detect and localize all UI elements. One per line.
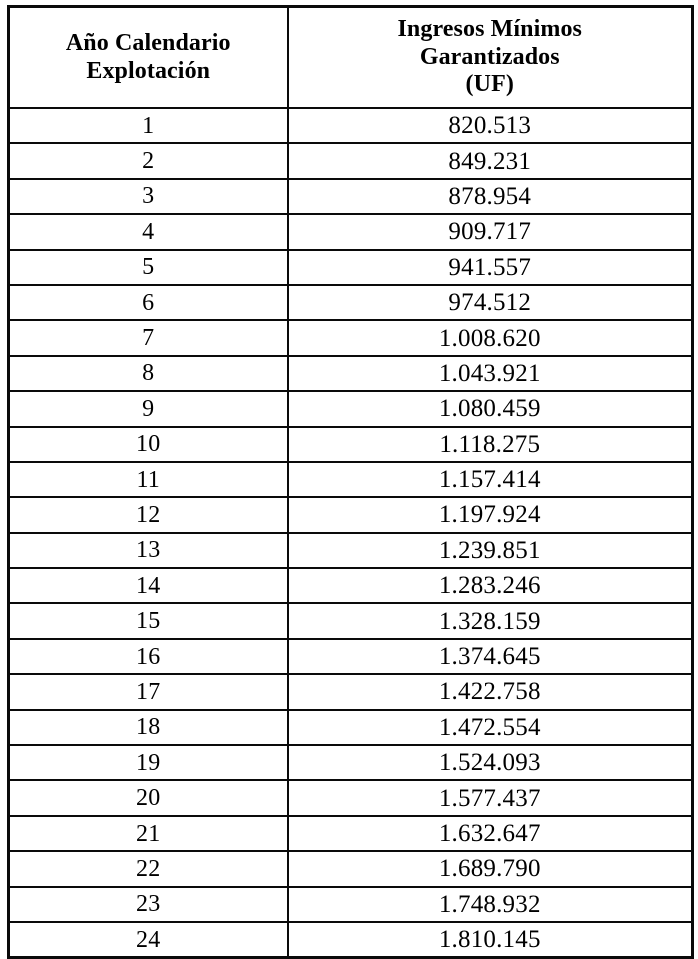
cell-ingreso-minimo-garantizado: 1.197.924 [286,496,694,534]
table-row: 13 1.239.851 [7,531,694,570]
cell-ingreso-minimo-garantizado: 1.080.459 [286,390,694,428]
cell-year: 19 [7,744,289,782]
table-row: 2 849.231 [7,142,694,180]
table-row: 16 1.374.645 [7,637,694,676]
cell-year: 20 [7,779,289,817]
cell-year: 12 [7,496,289,534]
cell-year: 21 [7,814,289,853]
cell-ingreso-minimo-garantizado: 1.472.554 [286,708,694,747]
table-row: 23 1.748.932 [7,885,694,923]
header-row: Año Calendario Explotación Ingresos Míni… [7,5,694,109]
cell-ingreso-minimo-garantizado: 1.118.275 [286,425,694,463]
cell-ingreso-minimo-garantizado: 1.043.921 [286,354,694,393]
table-row: 14 1.283.246 [7,567,694,605]
header-year-line-1: Año Calendario [65,29,231,56]
cell-ingreso-minimo-garantizado: 1.283.246 [286,567,694,605]
cell-ingreso-minimo-garantizado: 1.157.414 [286,460,694,499]
cell-ingreso-minimo-garantizado: 820.513 [286,106,694,145]
table-row: 15 1.328.159 [7,602,694,640]
table-row: 22 1.689.790 [7,850,694,888]
table-body: 1 820.513 2 849.231 3 878.954 4 909.717 5 941.557… [7,106,694,959]
table-row: 7 1.008.620 [7,319,694,357]
header-value-line-1: Ingresos Mínimos [397,15,582,42]
table-row: 18 1.472.554 [7,708,694,747]
cell-ingreso-minimo-garantizado: 1.524.093 [286,744,694,782]
cell-year: 24 [7,920,289,959]
header-value-line-3: (UF) [465,71,514,98]
cell-year: 11 [7,460,289,499]
cell-year: 17 [7,673,289,711]
cell-ingreso-minimo-garantizado: 974.512 [286,283,694,322]
table-row: 21 1.632.647 [7,814,694,853]
cell-ingreso-minimo-garantizado: 849.231 [286,142,694,180]
header-cell-year: Año Calendario Explotación [7,5,289,109]
table-container: Año Calendario Explotación Ingresos Míni… [7,5,694,959]
cell-ingreso-minimo-garantizado: 909.717 [286,213,694,251]
cell-ingreso-minimo-garantizado: 1.374.645 [286,637,694,676]
cell-year: 16 [7,637,289,676]
table-row: 20 1.577.437 [7,779,694,817]
table-row: 24 1.810.145 [7,920,694,959]
cell-year: 1 [7,106,289,145]
table-row: 1 820.513 [7,106,694,145]
table-row: 3 878.954 [7,177,694,216]
cell-year: 5 [7,248,289,286]
cell-year: 22 [7,850,289,888]
table-row: 6 974.512 [7,283,694,322]
table-row: 10 1.118.275 [7,425,694,463]
cell-year: 14 [7,567,289,605]
table-row: 5 941.557 [7,248,694,286]
cell-ingreso-minimo-garantizado: 1.689.790 [286,850,694,888]
cell-year: 18 [7,708,289,747]
cell-year: 4 [7,213,289,251]
cell-ingreso-minimo-garantizado: 1.810.145 [286,920,694,959]
cell-ingreso-minimo-garantizado: 1.632.647 [286,814,694,853]
table-row: 4 909.717 [7,213,694,251]
table-row: 9 1.080.459 [7,390,694,428]
table-row: 17 1.422.758 [7,673,694,711]
header-year-line-2: Explotación [86,57,211,84]
cell-ingreso-minimo-garantizado: 878.954 [286,177,694,216]
cell-year: 6 [7,283,289,322]
cell-ingreso-minimo-garantizado: 1.008.620 [286,319,694,357]
cell-year: 10 [7,425,289,463]
cell-year: 9 [7,390,289,428]
cell-ingreso-minimo-garantizado: 1.577.437 [286,779,694,817]
ingresos-minimos-garantizados-table: Año Calendario Explotación Ingresos Míni… [7,5,694,959]
cell-year: 23 [7,885,289,923]
table-row: 8 1.043.921 [7,354,694,393]
table-row: 12 1.197.924 [7,496,694,534]
cell-ingreso-minimo-garantizado: 1.422.758 [286,673,694,711]
cell-ingreso-minimo-garantizado: 1.328.159 [286,602,694,640]
header-cell-value: Ingresos Mínimos Garantizados (UF) [286,5,694,109]
cell-year: 13 [7,531,289,570]
cell-ingreso-minimo-garantizado: 1.748.932 [286,885,694,923]
table-row: 11 1.157.414 [7,460,694,499]
table-row: 19 1.524.093 [7,744,694,782]
cell-year: 7 [7,319,289,357]
cell-year: 15 [7,602,289,640]
document-page: Año Calendario Explotación Ingresos Míni… [7,5,694,959]
cell-year: 8 [7,354,289,393]
cell-ingreso-minimo-garantizado: 941.557 [286,248,694,286]
cell-ingreso-minimo-garantizado: 1.239.851 [286,531,694,570]
cell-year: 2 [7,142,289,180]
cell-year: 3 [7,177,289,216]
header-value-line-2: Garantizados [419,43,560,70]
table-header: Año Calendario Explotación Ingresos Míni… [7,5,694,109]
